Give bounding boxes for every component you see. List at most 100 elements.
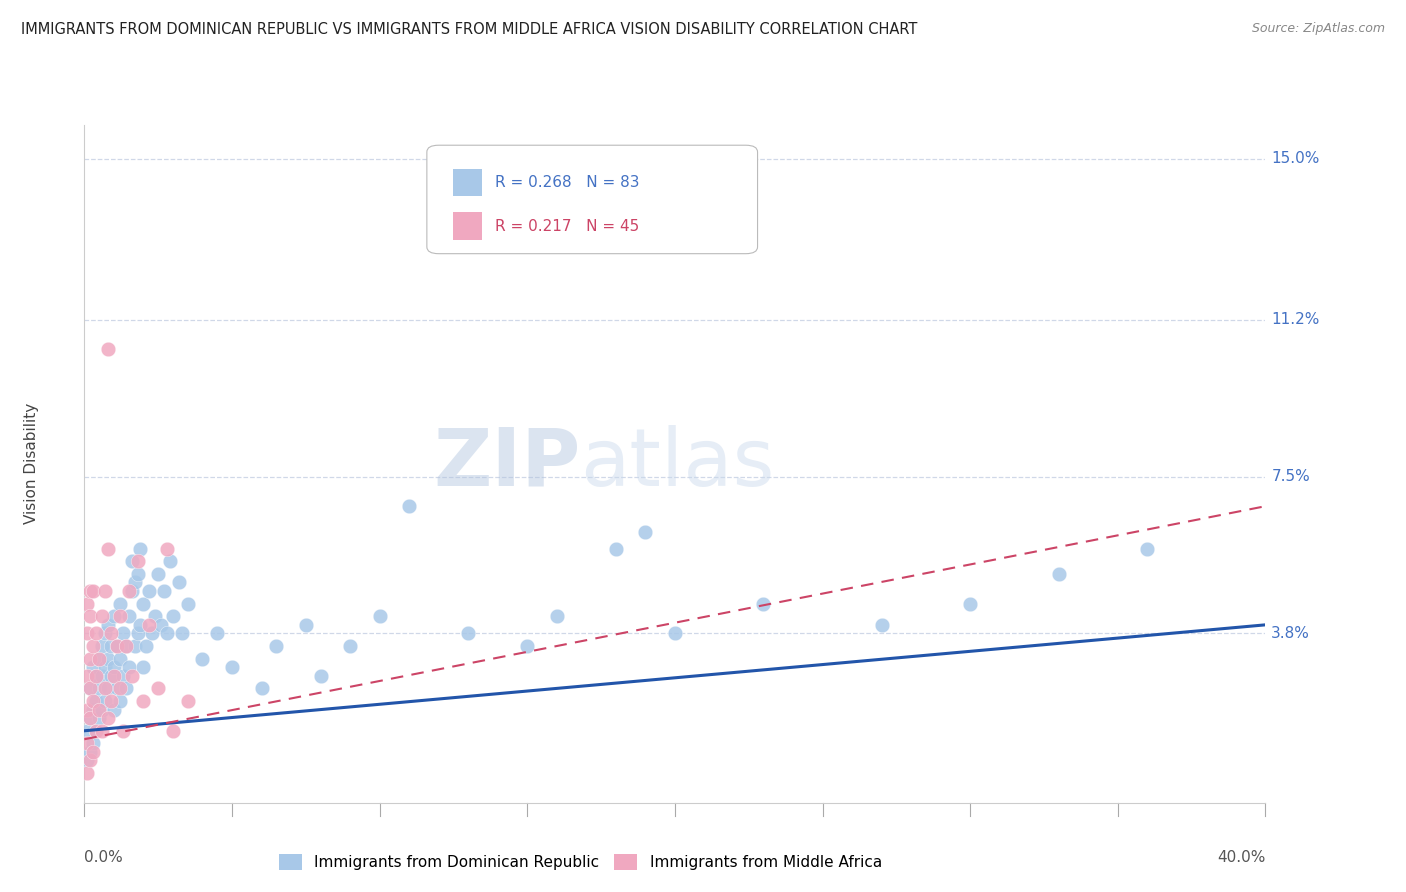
Point bbox=[94, 583, 117, 598]
Bar bbox=[453, 169, 482, 196]
Point bbox=[153, 583, 176, 598]
Point bbox=[121, 583, 143, 598]
Point bbox=[76, 626, 98, 640]
Point bbox=[138, 617, 160, 632]
Point bbox=[79, 609, 101, 624]
Point bbox=[103, 703, 125, 717]
Point bbox=[84, 723, 107, 738]
Point bbox=[124, 575, 146, 590]
Text: 15.0%: 15.0% bbox=[1271, 152, 1320, 166]
Point bbox=[1047, 567, 1070, 582]
Legend: Immigrants from Dominican Republic, Immigrants from Middle Africa: Immigrants from Dominican Republic, Immi… bbox=[273, 848, 889, 877]
Point bbox=[959, 597, 981, 611]
Point bbox=[870, 617, 893, 632]
Point bbox=[100, 694, 122, 708]
Point bbox=[79, 711, 101, 725]
Point bbox=[634, 524, 657, 539]
Point bbox=[118, 583, 141, 598]
Point bbox=[108, 651, 131, 665]
Point bbox=[87, 681, 111, 696]
Point bbox=[108, 681, 131, 696]
Text: R = 0.217   N = 45: R = 0.217 N = 45 bbox=[495, 219, 640, 234]
Point bbox=[546, 609, 568, 624]
Point bbox=[84, 694, 107, 708]
Point bbox=[97, 681, 120, 696]
Text: 11.2%: 11.2% bbox=[1271, 312, 1320, 327]
Point bbox=[138, 583, 160, 598]
Point bbox=[103, 669, 125, 683]
Point bbox=[97, 711, 120, 725]
Point bbox=[91, 609, 114, 624]
Point bbox=[100, 669, 122, 683]
Point bbox=[205, 626, 228, 640]
Point bbox=[105, 681, 128, 696]
Point bbox=[91, 723, 114, 738]
Point bbox=[135, 639, 157, 653]
Point bbox=[752, 597, 775, 611]
Point bbox=[132, 597, 155, 611]
Point bbox=[82, 639, 104, 653]
Point bbox=[221, 660, 243, 674]
Point bbox=[87, 651, 111, 665]
Point bbox=[516, 639, 538, 653]
Point bbox=[309, 669, 332, 683]
Point bbox=[108, 694, 131, 708]
Point bbox=[82, 745, 104, 759]
Point bbox=[162, 609, 184, 624]
Point bbox=[108, 609, 131, 624]
Point bbox=[159, 554, 181, 568]
Point bbox=[82, 694, 104, 708]
Point bbox=[91, 703, 114, 717]
Point bbox=[91, 639, 114, 653]
Point bbox=[76, 737, 98, 751]
Point bbox=[79, 745, 101, 759]
Text: R = 0.268   N = 83: R = 0.268 N = 83 bbox=[495, 175, 640, 190]
Point bbox=[97, 651, 120, 665]
Point bbox=[121, 669, 143, 683]
Text: 40.0%: 40.0% bbox=[1218, 850, 1265, 865]
Point bbox=[664, 626, 686, 640]
Point bbox=[170, 626, 193, 640]
Point bbox=[1136, 541, 1159, 556]
Point bbox=[100, 639, 122, 653]
Point bbox=[87, 703, 111, 717]
Point bbox=[82, 660, 104, 674]
Point bbox=[84, 669, 107, 683]
Point bbox=[82, 737, 104, 751]
Point bbox=[127, 626, 149, 640]
Point bbox=[94, 681, 117, 696]
Point bbox=[141, 626, 163, 640]
Point bbox=[398, 499, 420, 513]
Point bbox=[191, 651, 214, 665]
Point bbox=[97, 541, 120, 556]
Point bbox=[177, 597, 200, 611]
Text: 0.0%: 0.0% bbox=[84, 850, 124, 865]
Text: 7.5%: 7.5% bbox=[1271, 469, 1310, 484]
Point bbox=[76, 669, 98, 683]
Point bbox=[94, 626, 117, 640]
Point bbox=[79, 681, 101, 696]
Point bbox=[76, 703, 98, 717]
Point bbox=[114, 639, 136, 653]
Point bbox=[295, 617, 318, 632]
Point bbox=[84, 626, 107, 640]
Point bbox=[127, 567, 149, 582]
Point bbox=[79, 711, 101, 725]
Point bbox=[87, 651, 111, 665]
Point bbox=[79, 583, 101, 598]
Point bbox=[264, 639, 288, 653]
Point bbox=[111, 723, 134, 738]
Point bbox=[124, 639, 146, 653]
Point bbox=[156, 626, 179, 640]
Point bbox=[127, 554, 149, 568]
Text: 3.8%: 3.8% bbox=[1271, 626, 1310, 640]
Point bbox=[132, 694, 155, 708]
Point bbox=[156, 541, 179, 556]
Point bbox=[84, 723, 107, 738]
Point bbox=[111, 669, 134, 683]
Point bbox=[79, 681, 101, 696]
Point bbox=[132, 660, 155, 674]
Text: Vision Disability: Vision Disability bbox=[24, 403, 39, 524]
Point bbox=[250, 681, 273, 696]
Point bbox=[129, 617, 152, 632]
